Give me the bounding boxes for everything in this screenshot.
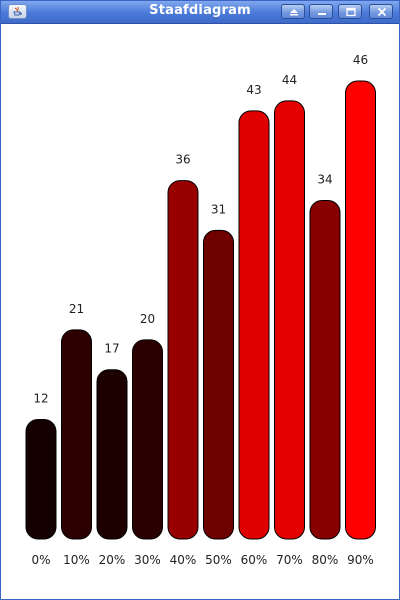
category-tick-label: 30% <box>134 553 161 567</box>
category-tick-label: 10% <box>63 553 90 567</box>
bar-value-label: 17 <box>104 342 119 356</box>
bar-value-label: 12 <box>33 392 48 406</box>
bar-30pct <box>132 339 163 540</box>
category-tick-label: 60% <box>241 553 268 567</box>
shade-button[interactable] <box>281 4 305 19</box>
maximize-icon <box>346 7 356 17</box>
minimize-button[interactable] <box>309 4 333 19</box>
bar-value-label: 46 <box>353 53 368 67</box>
category-tick-label: 20% <box>99 553 126 567</box>
bar-value-label: 34 <box>317 172 332 186</box>
bar-value-label: 43 <box>246 83 261 97</box>
bar-80pct <box>309 199 341 540</box>
category-tick-label: 90% <box>347 553 374 567</box>
bar-value-label: 20 <box>140 312 155 326</box>
bar-90pct <box>345 80 376 540</box>
bar-value-label: 44 <box>282 73 297 87</box>
close-button[interactable] <box>369 4 393 19</box>
bar-40pct <box>167 180 199 540</box>
window-title: Staafdiagram <box>149 3 251 18</box>
bar-10pct <box>61 329 92 540</box>
bar-70pct <box>274 100 305 540</box>
title-bar[interactable]: Staafdiagram <box>1 1 399 24</box>
bar-value-label: 31 <box>211 202 226 216</box>
close-icon <box>377 7 387 17</box>
bar-60pct <box>238 110 270 540</box>
bar-50pct <box>203 229 234 540</box>
category-tick-label: 80% <box>312 553 339 567</box>
category-tick-label: 0% <box>31 553 50 567</box>
minimize-icon <box>318 13 326 15</box>
category-tick-label: 70% <box>276 553 303 567</box>
bar-20pct <box>96 369 128 540</box>
bar-value-label: 21 <box>69 302 84 316</box>
bar-chart: 12 0% 21 10% 17 20% 20 30% 36 40% 31 50% 43 60% 44 70% 3… <box>25 53 376 567</box>
maximize-button[interactable] <box>338 4 362 19</box>
category-tick-label: 50% <box>205 553 232 567</box>
java-app-icon[interactable] <box>8 4 27 19</box>
shade-icon <box>290 9 298 16</box>
category-tick-label: 40% <box>170 553 197 567</box>
bar-value-label: 36 <box>175 153 190 167</box>
bar-0pct <box>25 419 57 540</box>
